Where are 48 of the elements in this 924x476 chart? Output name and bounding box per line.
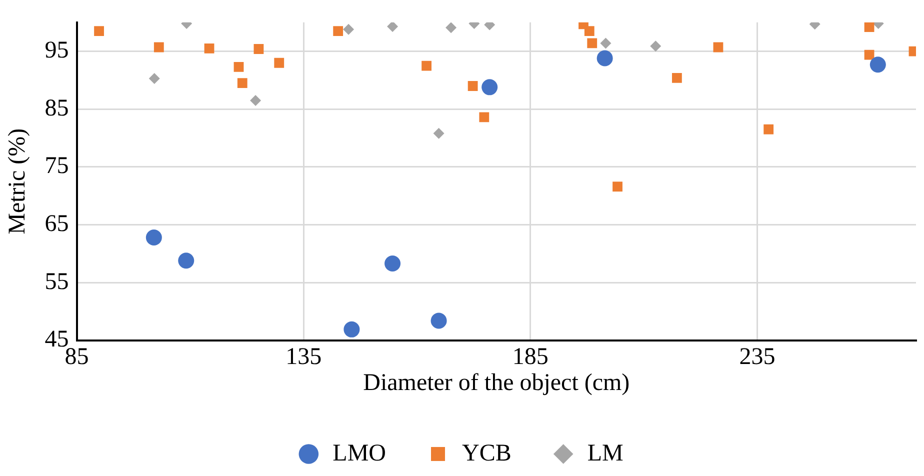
point [274,58,284,68]
point [864,22,874,32]
point [234,62,244,72]
y-tick-label: 55 [44,268,69,295]
point [587,38,598,48]
x-tick-label: 235 [739,344,776,370]
point [387,22,398,32]
point [178,252,194,269]
point [612,182,622,192]
legend-label: LM [587,440,624,466]
point [600,38,612,49]
point [148,72,160,84]
point [672,72,682,83]
x-tick-label: 135 [286,344,322,370]
point [204,43,214,54]
point [154,42,164,52]
point [650,40,662,52]
point [479,112,490,122]
legend-label: YCB [462,440,512,466]
point [237,78,248,88]
point [250,94,262,106]
point [446,22,457,34]
y-axis-title: Metric (%) [4,128,31,234]
x-axis-title: Diameter of the object (cm) [363,370,630,396]
point [584,26,594,36]
point [482,79,498,96]
point [764,124,774,134]
point [343,24,354,35]
point [864,50,874,60]
y-tick-label: 75 [44,153,69,180]
point [596,50,613,66]
y-tick-label: 95 [44,38,69,64]
point [146,229,162,246]
point [344,321,360,338]
y-tick-label: 85 [44,95,69,122]
point [384,256,401,272]
point [433,128,444,139]
point [254,44,264,54]
point [422,60,432,71]
point [430,312,447,329]
point [94,26,104,36]
legend-label: LMO [332,440,386,466]
point [713,42,724,52]
point [870,56,886,73]
x-tick-label: 185 [512,344,548,370]
y-tick-label: 65 [44,211,69,238]
point [333,26,344,36]
point [468,81,478,91]
